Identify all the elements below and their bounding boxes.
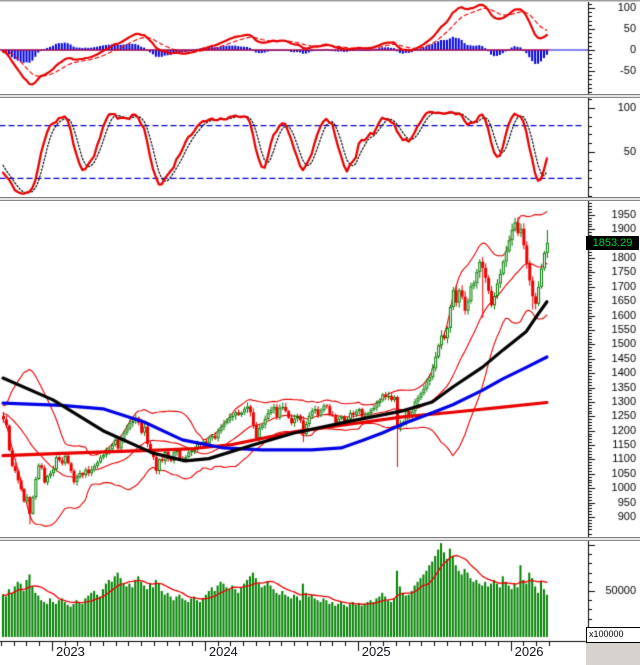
x-axis-year-label-2023: 2023	[55, 644, 85, 659]
volume-panel-plot[interactable]	[0, 541, 640, 638]
panel-splitter-1[interactable]	[0, 94, 640, 98]
panel-splitter-2[interactable]	[0, 197, 640, 201]
price-panel-plot[interactable]	[0, 201, 640, 537]
oscillator-panel-plot[interactable]	[0, 98, 640, 197]
volume-scale-multiplier-label: x100000	[586, 627, 640, 643]
window-top-edge	[0, 0, 640, 2]
panel-splitter-3[interactable]	[0, 537, 640, 541]
corner-filler	[586, 643, 640, 665]
last-price-tag: 1853.29	[586, 236, 639, 250]
x-axis-year-label-2024: 2024	[208, 644, 238, 659]
macd-panel-plot[interactable]	[0, 2, 640, 94]
x-axis-year-label-2026: 2026	[514, 644, 544, 659]
time-axis[interactable]	[0, 638, 640, 665]
x-axis-year-label-2025: 2025	[361, 644, 391, 659]
